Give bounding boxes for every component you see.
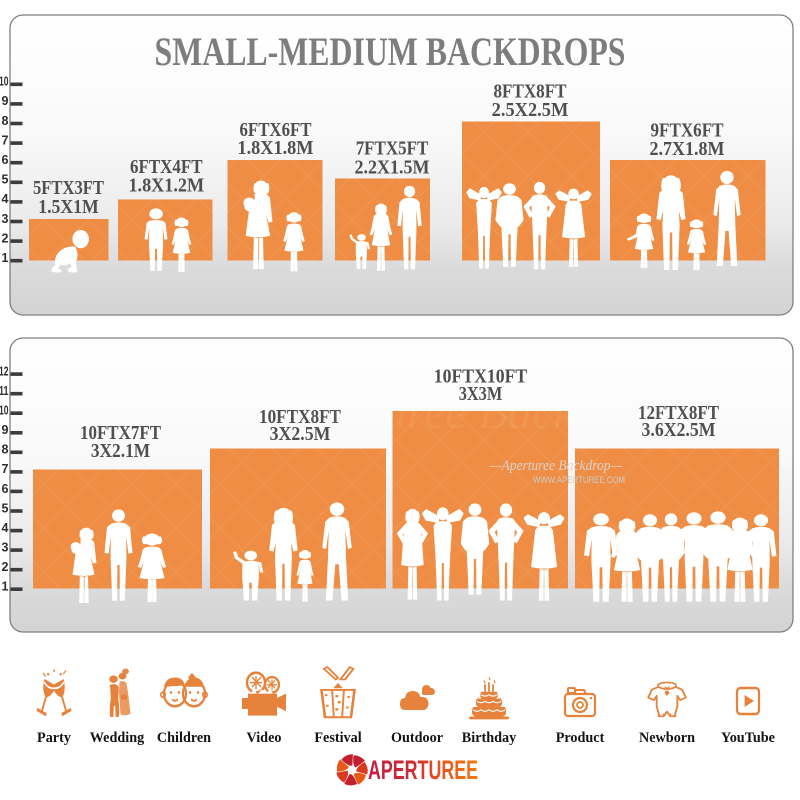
svg-text:10FTX7FT: 10FTX7FT	[80, 423, 161, 444]
svg-text:Aperturee Backdrop: Aperturee Backdrop	[274, 386, 664, 439]
svg-text:Video: Video	[247, 730, 282, 746]
svg-text:Product: Product	[556, 730, 605, 746]
svg-text:5: 5	[2, 173, 9, 187]
svg-text:7: 7	[2, 462, 9, 476]
svg-text:Birthday: Birthday	[462, 730, 516, 746]
svg-text:—Aperturee Backdrop—: —Aperturee Backdrop—	[489, 458, 623, 474]
svg-text:10FTX8FT: 10FTX8FT	[259, 407, 341, 428]
svg-text:2.7X1.8M: 2.7X1.8M	[650, 139, 725, 160]
svg-text:1: 1	[2, 580, 9, 594]
svg-text:YouTube: YouTube	[721, 730, 775, 746]
svg-text:8: 8	[2, 114, 9, 128]
svg-text:Festival: Festival	[314, 730, 361, 746]
svg-text:1: 1	[2, 251, 9, 265]
svg-text:6: 6	[2, 153, 9, 167]
svg-text:6FTX4FT: 6FTX4FT	[130, 157, 203, 178]
svg-text:7: 7	[2, 133, 9, 147]
svg-text:4: 4	[2, 192, 9, 206]
svg-text:2: 2	[2, 560, 9, 574]
svg-text:5FTX3FT: 5FTX3FT	[33, 178, 104, 199]
svg-text:WWW.APERTUREE.COM: WWW.APERTUREE.COM	[533, 475, 625, 485]
svg-text:9: 9	[2, 94, 9, 108]
svg-text:Newborn: Newborn	[639, 730, 695, 746]
svg-text:9: 9	[2, 423, 9, 437]
svg-text:11: 11	[0, 384, 9, 398]
svg-text:12: 12	[0, 364, 9, 378]
svg-text:10FTX10FT: 10FTX10FT	[434, 367, 527, 388]
svg-text:2.5X2.5M: 2.5X2.5M	[492, 100, 569, 121]
svg-text:8FTX8FT: 8FTX8FT	[494, 82, 567, 103]
svg-text:1.5X1M: 1.5X1M	[38, 197, 99, 218]
svg-text:APERTUREE: APERTUREE	[368, 755, 478, 785]
svg-text:5: 5	[2, 501, 9, 515]
svg-text:Children: Children	[157, 730, 211, 746]
svg-text:4: 4	[2, 521, 9, 535]
svg-text:2: 2	[2, 231, 9, 245]
svg-text:3.6X2.5M: 3.6X2.5M	[642, 420, 716, 441]
svg-text:Wedding: Wedding	[90, 730, 144, 746]
svg-text:3: 3	[2, 212, 9, 226]
svg-text:SMALL-MEDIUM BACKDROPS: SMALL-MEDIUM BACKDROPS	[155, 29, 626, 74]
svg-text:7FTX5FT: 7FTX5FT	[356, 139, 429, 160]
svg-text:3: 3	[2, 540, 9, 554]
svg-text:12FTX8FT: 12FTX8FT	[638, 403, 719, 424]
svg-text:6: 6	[2, 482, 9, 496]
svg-text:Outdoor: Outdoor	[391, 730, 443, 746]
svg-text:2.2X1.5M: 2.2X1.5M	[355, 157, 430, 178]
svg-text:3X3M: 3X3M	[459, 384, 503, 405]
svg-text:1.8X1.8M: 1.8X1.8M	[238, 138, 314, 159]
svg-text:10: 10	[0, 75, 9, 89]
svg-text:10: 10	[0, 404, 9, 418]
svg-text:9FTX6FT: 9FTX6FT	[651, 121, 724, 142]
svg-text:8: 8	[2, 443, 9, 457]
svg-text:6FTX6FT: 6FTX6FT	[240, 120, 312, 141]
svg-text:3X2.1M: 3X2.1M	[91, 441, 150, 462]
svg-text:1.8X1.2M: 1.8X1.2M	[128, 176, 204, 197]
svg-text:Party: Party	[37, 730, 71, 746]
svg-text:3X2.5M: 3X2.5M	[270, 424, 331, 445]
